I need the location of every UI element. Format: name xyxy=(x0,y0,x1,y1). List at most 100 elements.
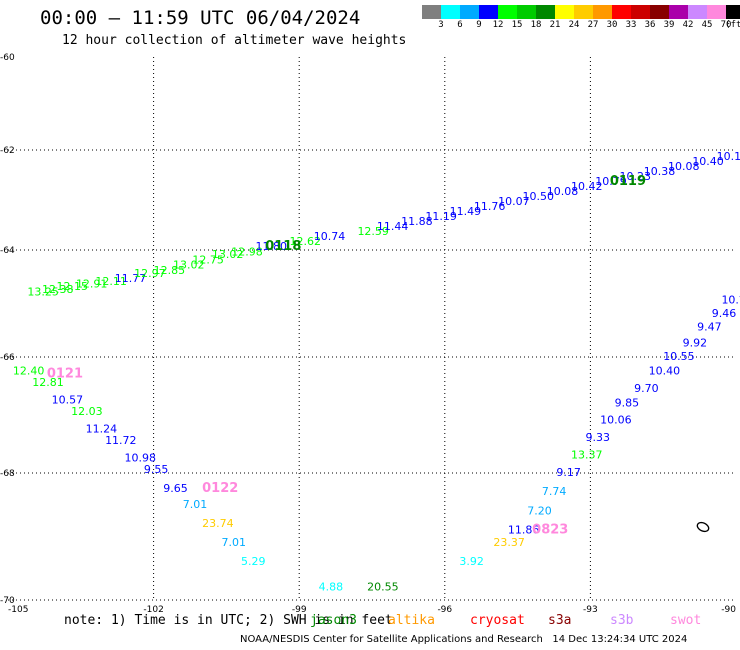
legend-label: 27 xyxy=(587,20,599,30)
legend-swatch xyxy=(669,5,688,19)
wave-height-label: 12.91 xyxy=(76,277,108,290)
satellite-s3a: s3a xyxy=(548,613,572,628)
wave-height-label: 9.65 xyxy=(163,482,188,495)
legend-label: 70 xyxy=(720,20,732,30)
wave-height-label: 11.80 xyxy=(256,240,288,253)
lat-tick-label: -62 xyxy=(0,146,15,156)
wave-height-label: 13.25 xyxy=(27,285,59,298)
island-outline xyxy=(696,521,710,533)
legend-swatch xyxy=(631,5,650,19)
lon-tick-label: -96 xyxy=(437,605,452,615)
legend-label: 30 xyxy=(606,20,618,30)
lat-tick-label: -66 xyxy=(0,353,15,363)
wave-height-label: 12.97 xyxy=(134,267,166,280)
wave-height-label: 10.08 xyxy=(668,160,700,173)
track-time-marker: 0823 xyxy=(532,522,568,537)
wave-height-label: 7.20 xyxy=(527,504,552,517)
wave-height-label: 23.37 xyxy=(493,536,525,549)
wave-height-label: 9.33 xyxy=(586,431,611,444)
legend-label: 36 xyxy=(644,20,656,30)
wave-height-label: 12.03 xyxy=(71,405,103,418)
satellite-swot: swot xyxy=(670,613,702,628)
satellite-altika: altika xyxy=(388,613,435,628)
legend-swatch xyxy=(555,5,574,19)
wave-height-label: 10.08 xyxy=(547,185,579,198)
lat-tick-label: -68 xyxy=(0,469,15,479)
lon-tick-label: -93 xyxy=(583,605,598,615)
track-time-marker: 0121 xyxy=(47,366,83,381)
wave-height-label: 9.55 xyxy=(144,463,169,476)
color-legend xyxy=(422,5,740,19)
wave-height-label: 11.76 xyxy=(474,200,506,213)
legend-label: 15 xyxy=(511,20,523,30)
legend-swatch xyxy=(574,5,593,19)
legend-swatch xyxy=(707,5,726,19)
wave-height-label: 7.01 xyxy=(183,498,208,511)
wave-height-label: 12.75 xyxy=(192,253,224,266)
wave-height-label: 9.92 xyxy=(683,336,708,349)
legend-label: 24 xyxy=(568,20,580,30)
lon-tick-label: -90 xyxy=(721,605,736,615)
wave-height-label: 11.72 xyxy=(105,434,137,447)
legend-swatch xyxy=(726,5,740,19)
wave-height-label: 12.62 xyxy=(289,235,321,248)
wave-height-label: 3.92 xyxy=(459,555,484,568)
legend-swatch xyxy=(441,5,460,19)
wave-height-label: 10.79 xyxy=(595,175,627,188)
wave-height-label: 4.88 xyxy=(319,580,344,593)
wave-height-label: 13.02 xyxy=(173,259,205,272)
wave-height-label: 10.42 xyxy=(571,180,603,193)
legend-swatch xyxy=(688,5,707,19)
wave-height-label: 12.59 xyxy=(357,225,389,238)
note-text: note: 1) Time is in UTC; 2) SWH is in fe… xyxy=(64,613,393,628)
wave-height-label: 10.10 xyxy=(717,150,740,163)
wave-height-label: 10.55 xyxy=(663,350,695,363)
satellite-legend: jason3 altika cryosat s3a s3b swot xyxy=(0,613,740,629)
lon-tick-label: -102 xyxy=(143,605,163,615)
wave-height-label: 13.02 xyxy=(212,248,244,261)
wave-height-label: 7.01 xyxy=(222,536,247,549)
wave-height-label: 13.37 xyxy=(571,449,603,462)
wave-height-label: 12.11 xyxy=(95,275,127,288)
wave-height-label: 10.07 xyxy=(498,195,529,208)
track-time-marker: 0118 xyxy=(265,239,301,254)
footer-source: NOAA/NESDIS Center for Satellite Applica… xyxy=(240,634,543,645)
legend-label: 18 xyxy=(530,20,542,30)
wave-height-label: 9.47 xyxy=(697,320,722,333)
legend-swatch xyxy=(650,5,669,19)
wave-height-label: 11.88 xyxy=(401,215,433,228)
satellite-cryosat: cryosat xyxy=(470,613,525,628)
track-time-marker: 0119 xyxy=(610,174,646,189)
legend-swatch xyxy=(517,5,536,19)
legend-swatch xyxy=(536,5,555,19)
lon-tick-label: -105 xyxy=(8,605,28,615)
legend-swatch xyxy=(479,5,498,19)
legend-unit: (ft) xyxy=(725,20,740,30)
wave-height-label: 10.40 xyxy=(649,364,681,377)
lat-tick-label: -64 xyxy=(0,246,15,256)
wave-height-label: 10.06 xyxy=(600,414,632,427)
lat-tick-label: -70 xyxy=(0,596,15,606)
page-title: 00:00 – 11:59 UTC 06/04/2024 xyxy=(40,7,361,29)
wave-height-label: 11.77 xyxy=(115,272,147,285)
legend-label: 12 xyxy=(492,20,504,30)
legend-label: 9 xyxy=(476,20,482,30)
wave-height-label: 20.55 xyxy=(367,580,399,593)
legend-label: 45 xyxy=(701,20,713,30)
legend-label: 39 xyxy=(663,20,675,30)
legend-swatch xyxy=(593,5,612,19)
wave-height-label: 12.38 xyxy=(42,283,73,296)
legend-label: 33 xyxy=(625,20,637,30)
lon-tick-label: -99 xyxy=(292,605,307,615)
legend-swatch xyxy=(612,5,631,19)
footer-timestamp: 14 Dec 13:24:34 UTC 2024 xyxy=(552,634,688,645)
wave-height-label: 12.81 xyxy=(32,376,64,389)
wave-height-label: 10.38 xyxy=(644,165,676,178)
legend-label: 21 xyxy=(549,20,561,30)
wave-height-label: 12.15 xyxy=(57,280,89,293)
page-subtitle: 12 hour collection of altimeter wave hei… xyxy=(62,33,407,48)
legend-swatch xyxy=(460,5,479,19)
wave-height-label: 23.74 xyxy=(202,517,234,530)
wave-height-label: 10.98 xyxy=(124,451,156,464)
legend-swatch xyxy=(498,5,517,19)
